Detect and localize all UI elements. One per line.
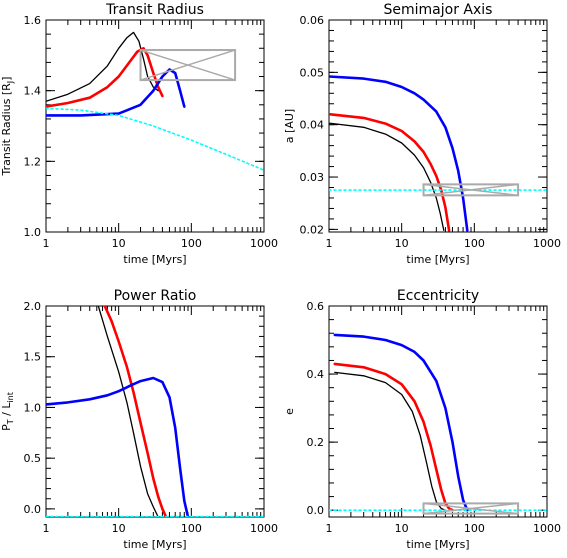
y-tick-label: 1.5 xyxy=(24,351,42,364)
series-line xyxy=(46,46,164,108)
series-line xyxy=(46,376,190,517)
plot-frame xyxy=(328,305,548,518)
x-axis-label: time [Myrs] xyxy=(123,253,186,266)
series-line xyxy=(333,362,454,512)
chart-title: Power Ratio xyxy=(114,288,197,304)
chart-title: Eccentricity xyxy=(397,288,479,304)
series-line xyxy=(329,122,445,232)
panel-1: Transit Radius 1 10 100 1000 time [Myrs] 1.0 1.… xyxy=(0,2,278,266)
series-line xyxy=(329,75,469,232)
x-tick-label: 100 xyxy=(464,522,485,535)
y-tick-label: 0.0 xyxy=(24,503,42,516)
y-tick-label: 0.04 xyxy=(300,119,325,132)
highlight-cross xyxy=(423,183,519,197)
panel-2: Semimajor Axis 1 10 100 1000 time [Myrs] 0.02 0… xyxy=(283,2,561,266)
y-tick-label: 1.6 xyxy=(24,14,42,27)
series-line xyxy=(329,112,451,232)
x-tick-label: 10 xyxy=(112,237,126,250)
chart-title: Semimajor Axis xyxy=(384,2,493,18)
series-line xyxy=(46,107,264,171)
series-line xyxy=(333,333,469,512)
y-tick-label: 2.0 xyxy=(24,300,42,313)
highlight-box xyxy=(422,183,520,197)
x-tick-label: 1 xyxy=(326,237,333,250)
x-tick-label: 1000 xyxy=(533,522,561,535)
x-tick-label: 1 xyxy=(43,522,50,535)
y-axis-label: PT / Lint xyxy=(0,392,15,431)
y-tick-label: 1.4 xyxy=(24,85,42,98)
x-tick-label: 1000 xyxy=(250,522,278,535)
y-tick-label: 0.6 xyxy=(307,300,325,313)
y-axis-label: a [AU] xyxy=(283,109,296,143)
panel-4: Eccentricity 1 10 100 1000 time [Myrs] 0.0 0.2 0… xyxy=(283,288,561,551)
x-tick-label: 1 xyxy=(43,237,50,250)
y-tick-label: 0.03 xyxy=(300,171,325,184)
y-tick-label: 0.5 xyxy=(24,452,42,465)
y-tick-label: 0.2 xyxy=(307,436,325,449)
y-axis-label: e xyxy=(283,408,296,415)
y-tick-label: 0.4 xyxy=(307,368,325,381)
y-tick-label: 1.0 xyxy=(24,226,42,239)
y-tick-label: 0.0 xyxy=(307,504,325,517)
y-tick-label: 0.06 xyxy=(300,14,325,27)
x-tick-label: 100 xyxy=(181,237,202,250)
highlight-box xyxy=(422,502,520,515)
series-line xyxy=(97,306,159,517)
x-tick-label: 1 xyxy=(326,522,333,535)
y-tick-label: 0.05 xyxy=(300,66,325,79)
plot-frame xyxy=(45,19,265,233)
x-tick-label: 100 xyxy=(464,237,485,250)
y-axis-label: Transit Radius [RJ] xyxy=(0,77,15,177)
y-tick-label: 1.2 xyxy=(24,155,42,168)
x-tick-label: 10 xyxy=(395,522,409,535)
x-axis-label: time [Myrs] xyxy=(406,253,469,266)
highlight-box xyxy=(139,49,237,82)
series-line xyxy=(46,68,186,117)
x-tick-label: 1000 xyxy=(533,237,561,250)
plot-frame xyxy=(328,19,548,233)
y-tick-label: 0.02 xyxy=(300,223,325,236)
x-tick-label: 10 xyxy=(112,522,126,535)
plot-frame xyxy=(45,305,265,518)
x-axis-label: time [Myrs] xyxy=(123,538,186,551)
highlight-cross xyxy=(140,49,236,81)
y-tick-label: 1.0 xyxy=(24,401,42,414)
x-tick-label: 1000 xyxy=(250,237,278,250)
x-axis-label: time [Myrs] xyxy=(406,538,469,551)
chart-title: Transit Radius xyxy=(105,2,204,18)
series-line xyxy=(103,306,168,517)
x-tick-label: 10 xyxy=(395,237,409,250)
panel-3: Power Ratio 1 10 100 1000 time [Myrs] 0.0 0.5 1.… xyxy=(0,288,278,551)
x-tick-label: 100 xyxy=(181,522,202,535)
highlight-cross xyxy=(423,502,519,515)
